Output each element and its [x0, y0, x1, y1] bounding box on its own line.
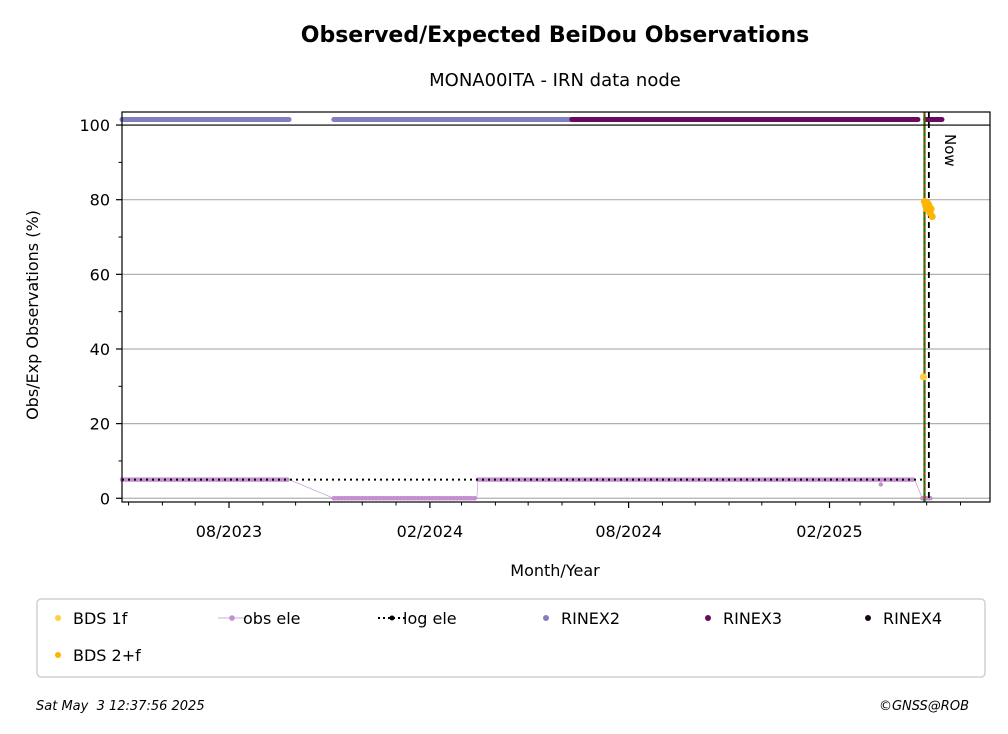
legend-marker-dot-log-ele	[389, 615, 395, 621]
legend-label-rinex2: RINEX2	[561, 609, 620, 628]
legend-marker-bds-2-f	[55, 652, 61, 658]
grid	[122, 124, 990, 499]
chart-title: Observed/Expected BeiDou Observations	[301, 23, 810, 48]
y-tick-label: 60	[90, 265, 110, 284]
now-label: Now	[941, 134, 959, 167]
x-axis-label: Month/Year	[510, 561, 600, 580]
footer-copyright: ©GNSS@ROB	[879, 699, 969, 714]
legend-label-obs-ele: obs ele	[243, 609, 301, 628]
y-axis-label: Obs/Exp Observations (%)	[23, 210, 42, 420]
legend-label-rinex3: RINEX3	[723, 609, 782, 628]
y-tick-label: 40	[90, 340, 110, 359]
y-tick-label: 0	[100, 489, 110, 508]
legend-marker-rinex2	[543, 615, 549, 621]
data-point-bds-2-f	[928, 212, 936, 221]
x-tick-label: 08/2024	[595, 522, 661, 541]
point-obs-ele	[878, 482, 884, 487]
legend-label-bds-2-f: BDS 2+f	[73, 646, 141, 665]
y-tick-label: 20	[90, 415, 110, 434]
chart-subtitle: MONA00ITA - IRN data node	[429, 70, 681, 91]
data-point-bds-1f	[919, 373, 927, 381]
legend-box	[36, 598, 986, 678]
y-tick-label: 100	[79, 116, 110, 135]
legend-marker-bds-1f	[55, 615, 61, 621]
legend-label-log-ele: log ele	[403, 609, 457, 628]
series-line-obs-ele	[122, 479, 932, 499]
x-tick-label: 08/2023	[196, 522, 262, 541]
x-tick-label: 02/2024	[397, 522, 463, 541]
legend-label-rinex4: RINEX4	[883, 609, 942, 628]
data-point-bds-2-f	[927, 205, 935, 213]
legend-marker-rinex3	[705, 615, 711, 621]
legend-marker-dot-obs-ele	[229, 615, 235, 621]
axes: 0 20 40 60 80 100 08/2023 02/2024 08/2024 02/2025	[79, 111, 991, 541]
footer-timestamp: Sat May 3 12:37:56 2025	[36, 699, 205, 714]
plot-frame	[121, 111, 991, 503]
legend: BDS 1f obs ele log ele RINEX2 RINEX3 RINEX4 BD…	[36, 598, 986, 678]
legend-label-bds-1f: BDS 1f	[73, 609, 128, 628]
y-tick-label: 80	[90, 191, 110, 210]
x-tick-label: 02/2025	[796, 522, 862, 541]
plot-series: Now	[119, 112, 959, 502]
legend-marker-rinex4	[865, 615, 871, 621]
